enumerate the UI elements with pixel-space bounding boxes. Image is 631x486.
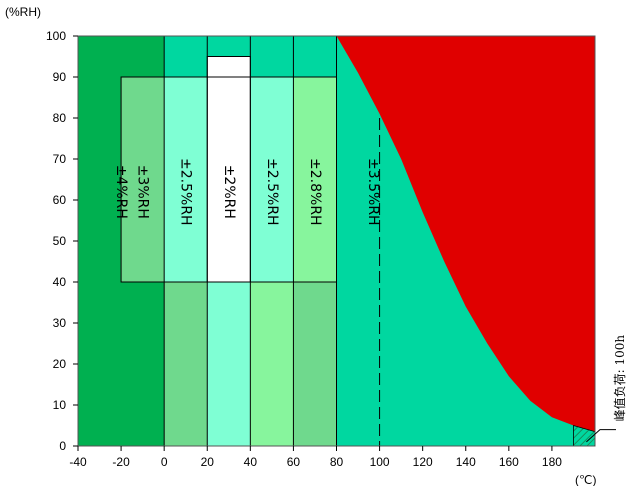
x-tick-label-6: 80: [330, 455, 344, 469]
peak-load-callout: [586, 429, 616, 443]
zone-label-5: ±2.8%RH: [307, 158, 323, 226]
y-tick-label-4: 40: [53, 275, 67, 289]
zone-label-6: ±3.5%RH: [365, 158, 381, 226]
zone-40-60-box: [250, 77, 294, 282]
y-tick-label-5: 50: [53, 234, 67, 248]
x-tick-label-2: 0: [161, 455, 168, 469]
y-tick-label-2: 20: [53, 357, 67, 371]
y-tick-label-7: 70: [53, 152, 67, 166]
x-tick-label-11: 180: [542, 455, 562, 469]
zone-60-80-box: [293, 77, 337, 282]
x-tick-label-10: 160: [499, 455, 519, 469]
zone-label-3: ±2%RH: [221, 165, 237, 219]
center-box-outline: [206, 56, 251, 283]
x-tick-label-9: 140: [456, 455, 476, 469]
y-tick-label-0: 0: [59, 439, 66, 453]
zone-0-20-low: [164, 282, 208, 446]
x-tick-label-4: 40: [244, 455, 258, 469]
y-tick-label-3: 30: [53, 316, 67, 330]
x-tick-label-3: 20: [201, 455, 215, 469]
x-tick-label-5: 60: [287, 455, 301, 469]
y-axis: 0 10 20 30 40 50 60 70 80 90 100: [46, 29, 78, 453]
zone-minus20-0-box: [121, 77, 165, 282]
red-limit-region: [336, 36, 595, 432]
x-axis: -40 -20 0 20 40 60 80 100 120 140 160 180: [69, 446, 562, 469]
zone-60-80-low: [293, 282, 337, 446]
y-tick-label-9: 90: [53, 70, 67, 84]
x-tick-label-0: -40: [69, 455, 87, 469]
zone-label-4: ±2.5%RH: [264, 158, 280, 226]
zone-label-1: ±3%RH: [135, 165, 151, 219]
x-tick-label-7: 100: [370, 455, 390, 469]
x-tick-label-8: 120: [413, 455, 433, 469]
y-tick-label-10: 100: [46, 29, 66, 43]
zone-20-40-low: [207, 282, 251, 446]
y-tick-label-8: 80: [53, 111, 67, 125]
y-tick-label-6: 60: [53, 193, 67, 207]
y-tick-label-1: 10: [53, 398, 67, 412]
peak-load-note: 峰值负荷: 100h: [612, 335, 627, 422]
plot-area: ±4%RH ±3%RH ±2.5%RH ±2%RH ±2.5%RH ±2.8%RH ±3.5…: [77, 35, 616, 447]
x-tick-label-1: -20: [112, 455, 130, 469]
zone-0-20-box: [164, 77, 208, 282]
y-unit-label: (%RH): [5, 5, 41, 19]
zone-20-40-box: [207, 56, 251, 282]
zone-label-2: ±2.5%RH: [178, 158, 194, 226]
zone-label-0: ±4%RH: [113, 165, 129, 219]
zone-40-60-low: [250, 282, 294, 446]
x-unit-label: (℃): [575, 473, 596, 486]
